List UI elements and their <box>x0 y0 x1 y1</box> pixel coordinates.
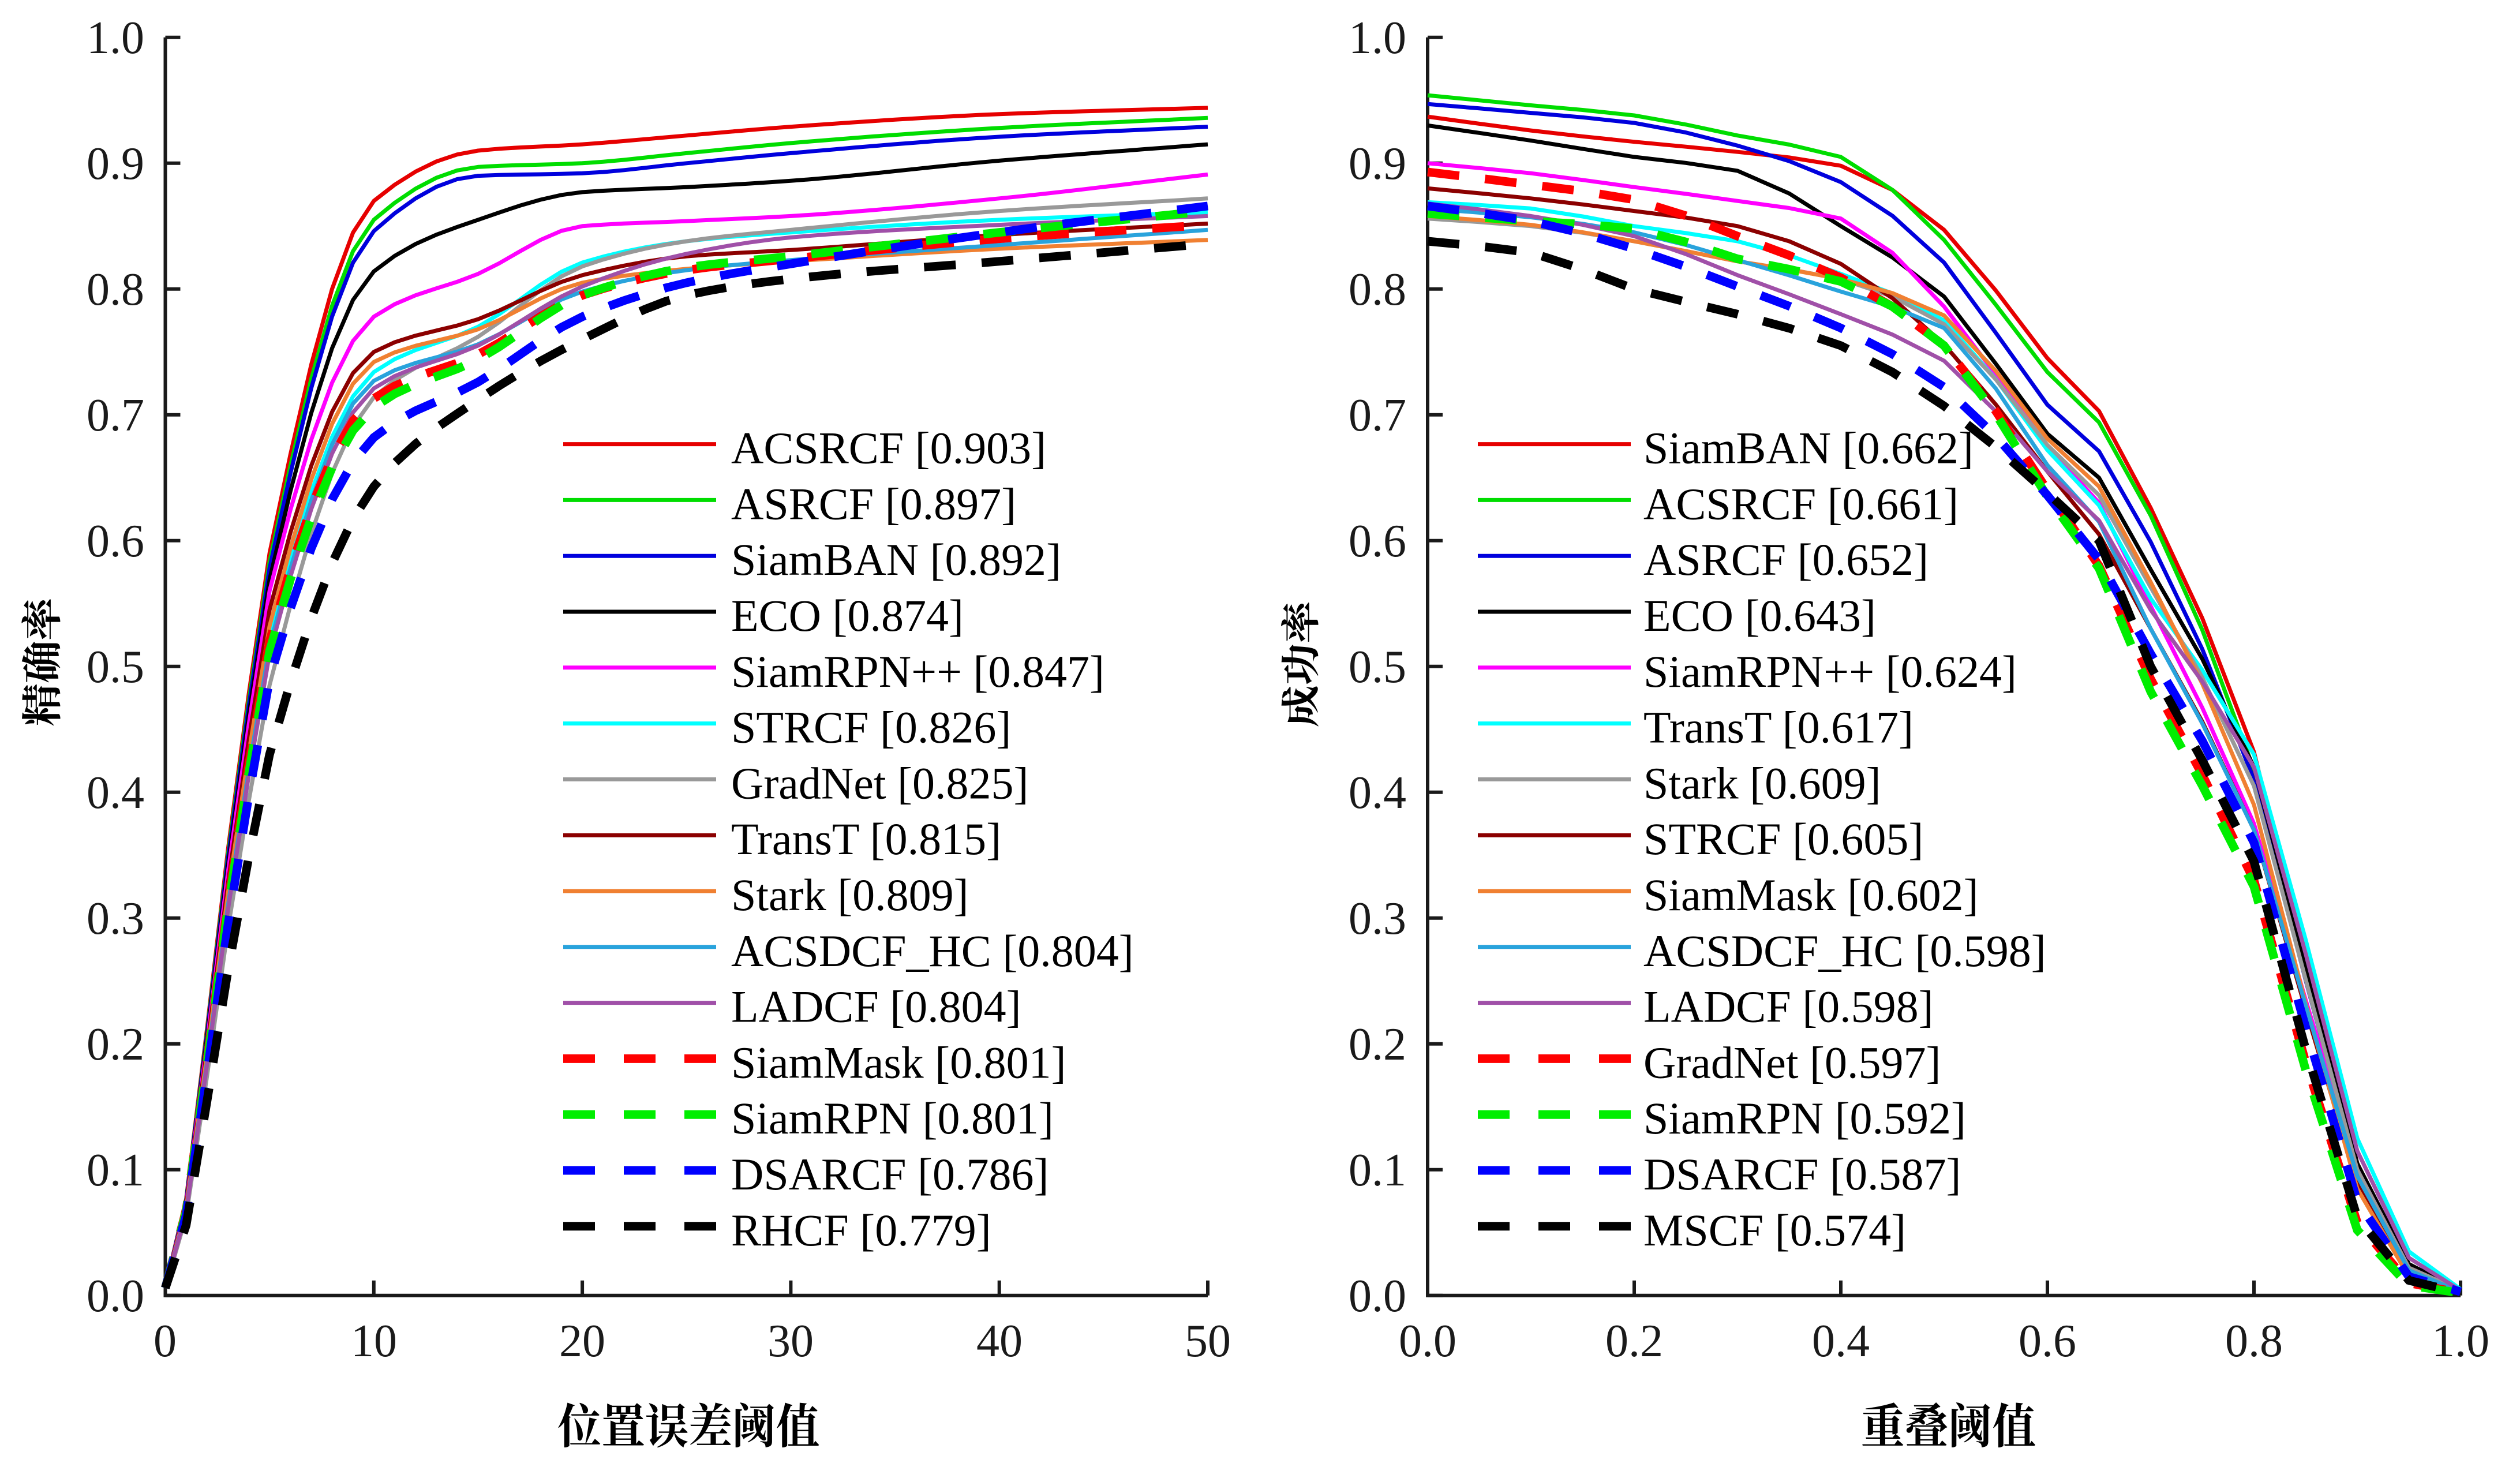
svg-text:1.0: 1.0 <box>2432 1316 2489 1367</box>
svg-text:ASRCF [0.652]: ASRCF [0.652] <box>1643 534 1929 585</box>
svg-text:TransT [0.815]: TransT [0.815] <box>731 814 1001 864</box>
svg-text:ECO [0.643]: ECO [0.643] <box>1643 590 1876 641</box>
svg-text:LADCF [0.804]: LADCF [0.804] <box>731 982 1021 1032</box>
svg-text:SiamBAN [0.892]: SiamBAN [0.892] <box>731 534 1061 585</box>
svg-text:0.2: 0.2 <box>1605 1316 1663 1367</box>
svg-text:0.2: 0.2 <box>1349 1019 1406 1070</box>
svg-text:SiamRPN++ [0.624]: SiamRPN++ [0.624] <box>1643 646 2017 697</box>
svg-text:1.0: 1.0 <box>87 13 144 63</box>
svg-text:0.5: 0.5 <box>1349 642 1406 693</box>
svg-text:SiamMask [0.801]: SiamMask [0.801] <box>731 1037 1066 1087</box>
svg-text:ACSRCF [0.903]: ACSRCF [0.903] <box>731 423 1046 473</box>
svg-text:Stark [0.609]: Stark [0.609] <box>1643 758 1881 808</box>
svg-text:ACSDCF_HC [0.804]: ACSDCF_HC [0.804] <box>731 926 1134 976</box>
svg-text:10: 10 <box>351 1316 397 1367</box>
svg-text:SiamRPN++ [0.847]: SiamRPN++ [0.847] <box>731 646 1104 697</box>
svg-text:0.6: 0.6 <box>87 516 144 567</box>
svg-text:TransT [0.617]: TransT [0.617] <box>1643 702 1914 753</box>
svg-text:0.4: 0.4 <box>1812 1316 1870 1367</box>
svg-text:STRCF [0.605]: STRCF [0.605] <box>1643 814 1923 864</box>
svg-text:50: 50 <box>1185 1316 1231 1367</box>
svg-text:0.4: 0.4 <box>87 768 144 818</box>
svg-text:LADCF [0.598]: LADCF [0.598] <box>1643 982 1934 1032</box>
svg-text:0.7: 0.7 <box>87 390 144 441</box>
svg-text:0.7: 0.7 <box>1349 390 1406 441</box>
svg-text:SiamRPN [0.801]: SiamRPN [0.801] <box>731 1093 1054 1143</box>
svg-text:0.0: 0.0 <box>1399 1316 1456 1367</box>
svg-text:DSARCF [0.786]: DSARCF [0.786] <box>731 1149 1049 1199</box>
svg-text:40: 40 <box>976 1316 1023 1367</box>
svg-text:0.1: 0.1 <box>1349 1145 1406 1196</box>
svg-text:0.6: 0.6 <box>1349 516 1406 567</box>
svg-text:ACSRCF [0.661]: ACSRCF [0.661] <box>1643 478 1959 529</box>
svg-text:SiamBAN [0.662]: SiamBAN [0.662] <box>1643 423 1974 473</box>
svg-text:MSCF [0.574]: MSCF [0.574] <box>1643 1205 1906 1255</box>
svg-text:SiamMask [0.602]: SiamMask [0.602] <box>1643 870 1979 920</box>
svg-text:ECO [0.874]: ECO [0.874] <box>731 590 964 641</box>
svg-text:0.2: 0.2 <box>87 1019 144 1070</box>
svg-text:0.3: 0.3 <box>87 893 144 944</box>
svg-text:ACSDCF_HC [0.598]: ACSDCF_HC [0.598] <box>1643 926 2046 976</box>
svg-text:0.6: 0.6 <box>2019 1316 2076 1367</box>
svg-text:RHCF [0.779]: RHCF [0.779] <box>731 1205 991 1255</box>
svg-text:0.5: 0.5 <box>87 642 144 693</box>
svg-text:ASRCF [0.897]: ASRCF [0.897] <box>731 478 1016 529</box>
svg-text:0.0: 0.0 <box>1349 1271 1406 1322</box>
svg-text:SiamRPN [0.592]: SiamRPN [0.592] <box>1643 1093 1966 1143</box>
svg-text:20: 20 <box>559 1316 605 1367</box>
svg-text:STRCF [0.826]: STRCF [0.826] <box>731 702 1011 753</box>
svg-text:0.4: 0.4 <box>1349 768 1406 818</box>
svg-text:0.8: 0.8 <box>87 264 144 315</box>
svg-text:0.0: 0.0 <box>87 1271 144 1322</box>
svg-text:Stark [0.809]: Stark [0.809] <box>731 870 969 920</box>
svg-text:DSARCF [0.587]: DSARCF [0.587] <box>1643 1149 1961 1199</box>
svg-text:1.0: 1.0 <box>1349 13 1406 63</box>
svg-text:0.8: 0.8 <box>2225 1316 2283 1367</box>
svg-text:0.1: 0.1 <box>87 1145 144 1196</box>
svg-text:0.3: 0.3 <box>1349 893 1406 944</box>
svg-text:GradNet [0.597]: GradNet [0.597] <box>1643 1037 1941 1087</box>
svg-text:0.8: 0.8 <box>1349 264 1406 315</box>
svg-text:0: 0 <box>153 1316 177 1367</box>
svg-text:30: 30 <box>767 1316 814 1367</box>
svg-text:0.9: 0.9 <box>87 139 144 189</box>
svg-text:0.9: 0.9 <box>1349 139 1406 189</box>
svg-text:GradNet [0.825]: GradNet [0.825] <box>731 758 1029 808</box>
